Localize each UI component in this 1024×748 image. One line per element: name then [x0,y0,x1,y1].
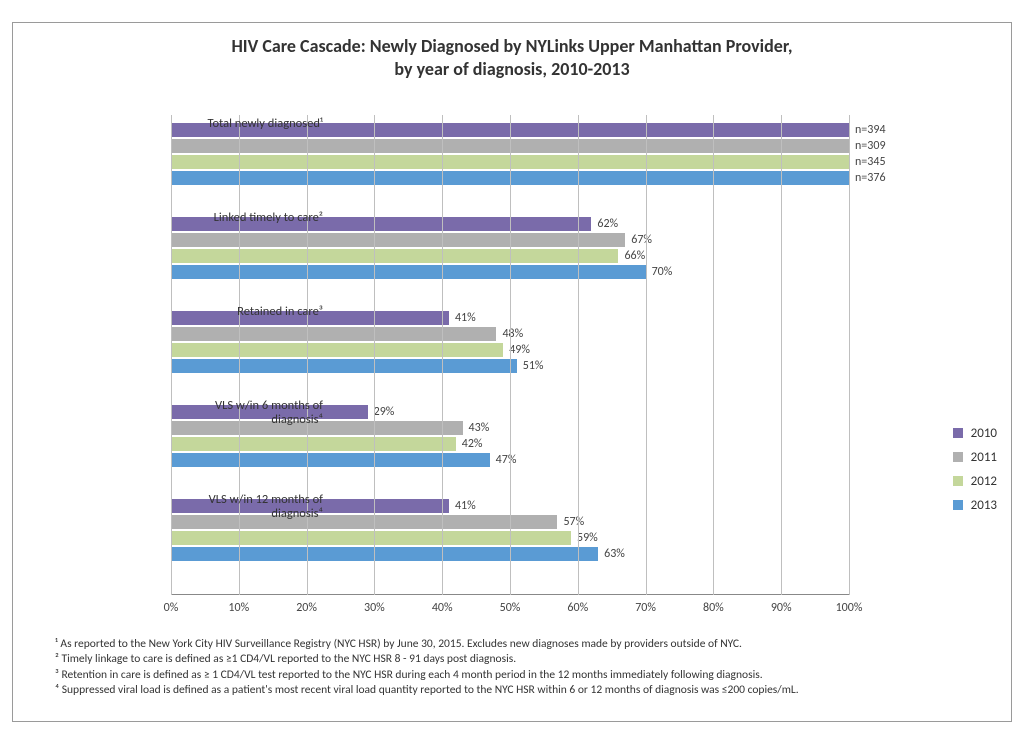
x-tick-label: 70% [635,601,656,615]
gridline [713,115,714,595]
plot-area: n=394n=309n=345n=37662%67%66%70%41%48%49… [171,115,849,615]
x-tick-label: 0% [164,601,179,615]
gridline [510,115,511,595]
bar: 49% [171,343,503,357]
x-tick-label: 80% [703,601,724,615]
footnotes: ¹ As reported to the New York City HIV S… [55,637,983,699]
legend-swatch [953,452,963,462]
bar: 63% [171,547,598,561]
chart-title-line1: HIV Care Cascade: Newly Diagnosed by NYL… [13,35,1011,58]
legend-label: 2011 [971,450,997,465]
legend-item: 2013 [953,493,997,517]
bar: 59% [171,531,571,545]
x-tick-label: 40% [432,601,453,615]
category-label: VLS w/in 12 months of diagnosis⁴ [173,493,323,522]
footnote-line: ⁴ Suppressed viral load is defined as a … [55,683,983,699]
bar: 70% [171,265,646,279]
bar-label: 70% [652,265,673,279]
bar-label: 63% [604,547,625,561]
bar-label: 48% [502,327,523,341]
chart-title: HIV Care Cascade: Newly Diagnosed by NYL… [13,35,1011,80]
gridline [239,115,240,595]
footnote-line: ² Timely linkage to care is defined as ≥… [55,652,983,668]
bar-label: 67% [631,233,652,247]
bar-label: 41% [455,499,476,513]
gridline [374,115,375,595]
bar-label: 29% [374,405,395,419]
x-tick-label: 90% [771,601,792,615]
bar: 42% [171,437,456,451]
bar-label: 62% [597,217,618,231]
footnote-line: ³ Retention in care is defined as ≥ 1 CD… [55,668,983,684]
x-tick-label: 30% [364,601,385,615]
gridline [646,115,647,595]
legend-item: 2011 [953,445,997,469]
x-tick-label: 20% [296,601,317,615]
legend-swatch [953,428,963,438]
x-tick-label: 60% [567,601,588,615]
bar: 48% [171,327,496,341]
gridline [307,115,308,595]
gridline [578,115,579,595]
gridline [171,115,172,595]
legend-item: 2012 [953,469,997,493]
bar-label: 66% [624,249,645,263]
gridline [849,115,850,595]
bar-label: 49% [509,343,530,357]
x-tick-label: 100% [836,601,863,615]
legend-label: 2010 [971,426,997,441]
legend: 2010 2011 2012 2013 [953,421,997,517]
legend-swatch [953,500,963,510]
bar-label: n=345 [855,155,886,169]
footnote-line: ¹ As reported to the New York City HIV S… [55,637,983,653]
bar-label: 59% [577,531,598,545]
bar-label: n=394 [855,123,886,137]
bar-label: n=309 [855,139,886,153]
category-label: Retained in care³ [173,305,323,319]
chart-frame: HIV Care Cascade: Newly Diagnosed by NYL… [12,22,1012,722]
bar-label: 57% [563,515,584,529]
bar-label: 47% [496,453,517,467]
chart-title-line2: by year of diagnosis, 2010-2013 [13,58,1011,81]
bar: 51% [171,359,517,373]
bar-label: 43% [469,421,490,435]
bar-label: 41% [455,311,476,325]
bar-label: n=376 [855,171,886,185]
category-label: Linked timely to care² [173,211,323,225]
bar-label: 42% [462,437,483,451]
x-tick-label: 10% [228,601,249,615]
legend-item: 2010 [953,421,997,445]
category-label: VLS w/in 6 months of diagnosis⁴ [173,399,323,428]
legend-label: 2012 [971,474,997,489]
bar-label: 51% [523,359,544,373]
category-label: Total newly diagnosed¹ [173,117,323,131]
legend-swatch [953,476,963,486]
gridline [781,115,782,595]
x-tick-label: 50% [500,601,521,615]
gridline [442,115,443,595]
legend-label: 2013 [971,498,997,513]
